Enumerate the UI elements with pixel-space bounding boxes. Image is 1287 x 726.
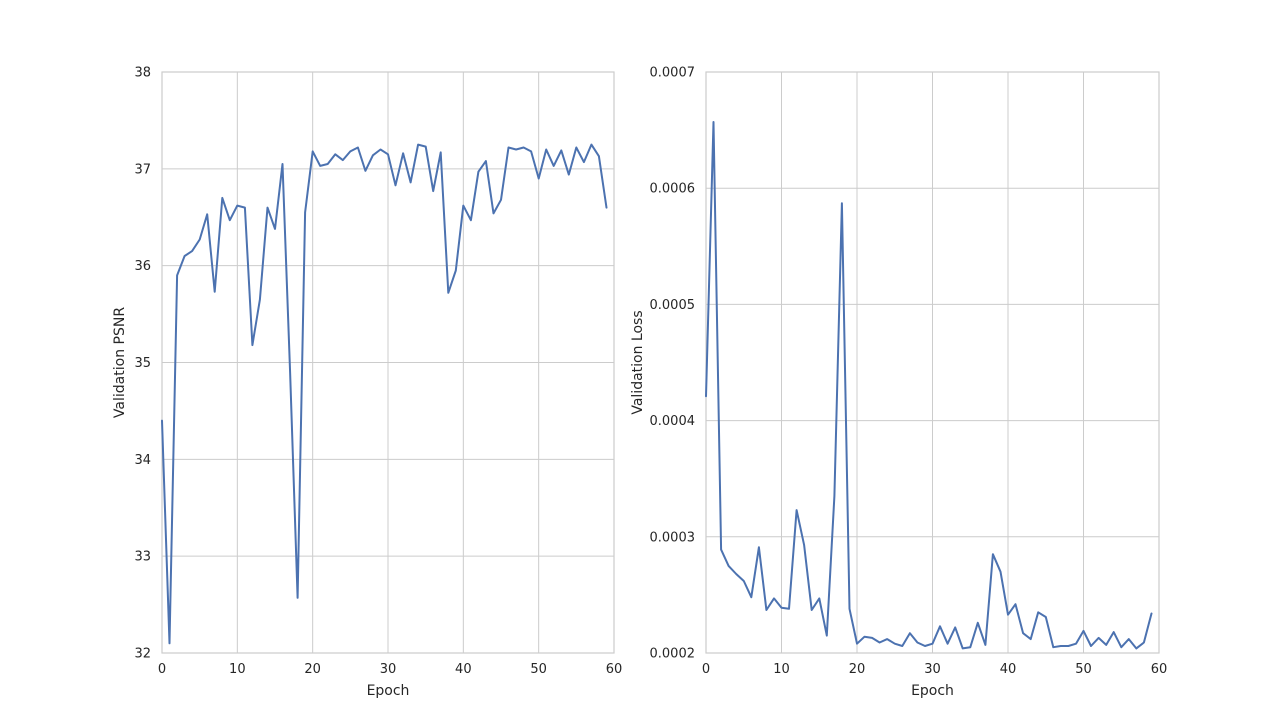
psnr-series-line <box>161 143 608 645</box>
loss-series-line <box>705 121 1153 650</box>
loss-x-tick-label: 20 <box>849 662 866 677</box>
loss-x-tick-label: 60 <box>1151 662 1168 677</box>
psnr-y-tick-labels: 32 33 34 35 36 37 38 <box>134 66 151 662</box>
psnr-x-tick-label: 50 <box>530 662 547 677</box>
psnr-gridlines <box>161 71 615 654</box>
loss-y-tick-label: 0.0004 <box>650 414 696 429</box>
loss-y-tick-label: 0.0006 <box>650 182 696 197</box>
psnr-y-axis-label: Validation PSNR <box>112 307 128 418</box>
loss-x-tick-label: 40 <box>1000 662 1017 677</box>
psnr-x-tick-label: 10 <box>229 662 246 677</box>
loss-x-tick-label: 10 <box>773 662 790 677</box>
psnr-y-tick-label: 34 <box>134 453 151 468</box>
loss-y-tick-label: 0.0003 <box>650 530 696 545</box>
loss-x-axis-label: Epoch <box>911 683 954 699</box>
psnr-y-tick-label: 37 <box>134 162 151 177</box>
loss-x-tick-label: 50 <box>1075 662 1092 677</box>
loss-y-tick-labels: 0.0002 0.0003 0.0004 0.0005 0.0006 0.0007 <box>650 66 696 662</box>
loss-gridlines <box>705 71 1160 654</box>
psnr-y-tick-label: 38 <box>134 66 151 81</box>
psnr-x-tick-label: 40 <box>455 662 472 677</box>
psnr-y-tick-label: 35 <box>134 356 151 371</box>
loss-y-tick-label: 0.0002 <box>650 647 696 662</box>
psnr-x-tick-label: 60 <box>606 662 623 677</box>
loss-axes: 0 10 20 30 40 50 60 0.00020.00030.00040.00050.… <box>630 66 1167 700</box>
loss-x-tick-label: 30 <box>924 662 941 677</box>
loss-x-tick-label: 0 <box>702 662 710 677</box>
psnr-y-tick-label: 33 <box>134 550 151 565</box>
loss-x-tick-labels: 0 10 20 30 40 50 60 <box>702 662 1167 677</box>
psnr-y-tick-label: 32 <box>134 647 151 662</box>
psnr-x-tick-label: 0 <box>158 662 166 677</box>
psnr-x-tick-label: 20 <box>304 662 321 677</box>
psnr-x-axis-label: Epoch <box>367 683 410 699</box>
loss-y-tick-label: 0.0007 <box>650 66 696 81</box>
psnr-plot-frame <box>161 71 615 654</box>
loss-y-axis-label: Validation Loss <box>630 310 646 414</box>
loss-y-tick-label: 0.0005 <box>650 298 696 313</box>
psnr-x-tick-labels: 0 10 20 30 40 50 60 <box>158 662 622 677</box>
psnr-axes: 0 10 20 30 40 50 60 32 33 34 35 36 37 38 Epoch Valid… <box>112 66 622 700</box>
psnr-x-tick-label: 30 <box>380 662 397 677</box>
psnr-y-tick-label: 36 <box>134 259 151 274</box>
